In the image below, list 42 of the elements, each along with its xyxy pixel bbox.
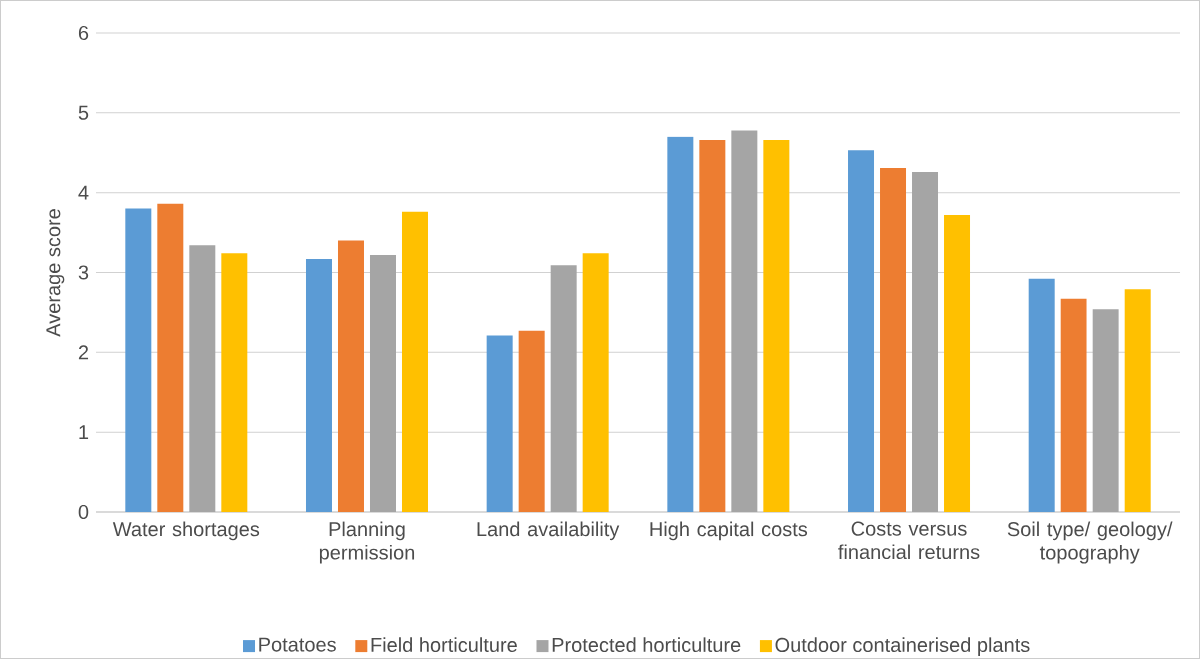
bar xyxy=(305,258,332,512)
bar xyxy=(912,171,939,512)
y-tick-label: 0 xyxy=(78,504,89,519)
bar xyxy=(125,208,152,512)
bar xyxy=(189,245,216,512)
x-tick-label: Costs versus financial returns xyxy=(838,521,980,559)
bar xyxy=(1124,289,1151,512)
y-tick-label: 2 xyxy=(78,345,89,360)
y-axis-title: Average score xyxy=(46,209,65,337)
x-tick-label: Soil type/ geology/ topography xyxy=(1007,521,1173,564)
x-tick-label: High capital costs xyxy=(650,521,808,541)
bar xyxy=(401,211,428,512)
bar xyxy=(486,335,513,512)
bar xyxy=(848,150,875,512)
y-tick-label: 5 xyxy=(78,105,89,120)
y-tick-label: 4 xyxy=(78,185,89,200)
bar xyxy=(582,253,609,512)
y-tick-label: 1 xyxy=(79,425,89,439)
bar xyxy=(1060,298,1087,512)
legend-label: Outdoor containerised plants xyxy=(775,637,1030,656)
legend-label: Field horticulture xyxy=(371,637,517,652)
legend-label: Potatoes xyxy=(259,637,336,652)
x-tick-label: Planning permission xyxy=(319,521,415,564)
bar xyxy=(518,330,545,512)
bar xyxy=(1028,278,1055,512)
y-tick-label: 6 xyxy=(78,25,89,40)
x-tick-label: Water shortages xyxy=(112,521,260,541)
bar xyxy=(699,139,726,512)
legend-label: Protected horticulture xyxy=(552,637,741,652)
bar xyxy=(221,253,248,512)
bar xyxy=(880,167,907,512)
bar xyxy=(550,265,577,512)
bar xyxy=(369,254,396,512)
bar xyxy=(667,136,694,512)
bar xyxy=(157,203,184,512)
bar xyxy=(731,130,758,512)
y-tick-label: 3 xyxy=(78,265,89,280)
bar xyxy=(944,214,971,512)
bar xyxy=(1092,309,1119,512)
bar xyxy=(763,139,790,512)
bar xyxy=(337,240,364,512)
x-tick-label: Land availability xyxy=(477,521,620,541)
